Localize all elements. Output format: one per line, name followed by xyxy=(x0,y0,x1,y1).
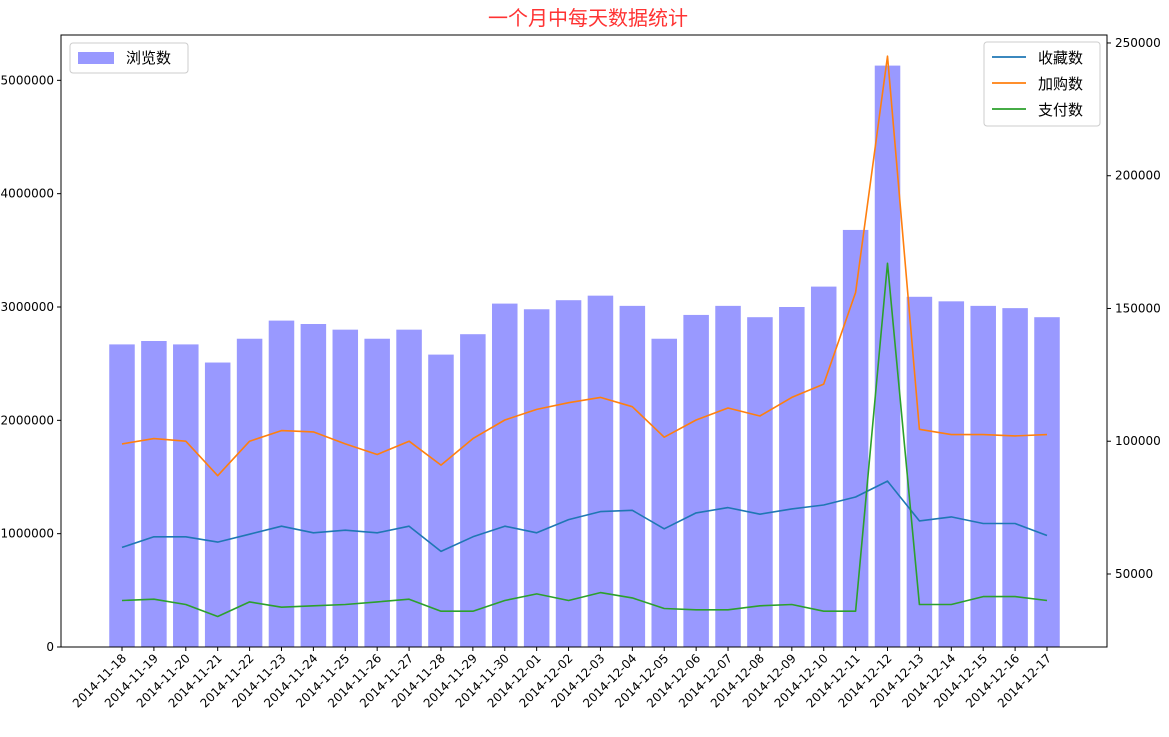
bar-2014-11-29 xyxy=(460,334,486,647)
bar-2014-12-16 xyxy=(1002,308,1028,647)
x-axis: 2014-11-182014-11-192014-11-202014-11-21… xyxy=(70,647,1054,710)
right-tick-label: 100000 xyxy=(1115,434,1161,448)
bar-2014-12-06 xyxy=(683,314,709,647)
bar-2014-11-23 xyxy=(268,320,295,647)
legend-line-label-2: 支付数 xyxy=(1038,101,1083,119)
line-series-2 xyxy=(121,262,1048,618)
right-y-axis: 50000 100000 150000 200000 250000 xyxy=(1107,36,1161,581)
bar-2014-11-26 xyxy=(364,338,390,647)
right-tick-label: 200000 xyxy=(1115,169,1161,183)
left-tick-label: 4000000 xyxy=(1,187,54,201)
bar-2014-12-11 xyxy=(842,229,869,647)
bar-2014-12-07 xyxy=(715,305,741,647)
bar-2014-11-25 xyxy=(332,329,359,647)
bar-2014-11-30 xyxy=(492,303,518,647)
legend-right-box xyxy=(983,41,1101,127)
legend-line-label-0: 收藏数 xyxy=(1038,49,1083,67)
bar-2014-11-27 xyxy=(396,329,422,647)
bar-2014-12-17 xyxy=(1034,317,1060,647)
left-tick-label: 0 xyxy=(46,640,54,654)
bar-2014-12-02 xyxy=(555,300,582,647)
bar-2014-11-19 xyxy=(141,341,167,647)
left-tick-label: 2000000 xyxy=(1,413,54,427)
bar-2014-11-20 xyxy=(173,344,199,647)
bar-2014-12-04 xyxy=(619,305,646,647)
right-tick-label: 150000 xyxy=(1115,301,1161,315)
legend-left-box xyxy=(69,42,189,74)
lines-layer xyxy=(121,55,1048,618)
legend-bars: 浏览数 xyxy=(69,42,189,74)
bars-layer xyxy=(109,65,1060,648)
left-tick-label: 1000000 xyxy=(1,527,54,541)
chart-title: 一个月中每天数据统计 xyxy=(488,6,688,30)
line-series-0 xyxy=(121,480,1048,553)
bar-2014-12-09 xyxy=(779,307,805,647)
plot-frame xyxy=(60,34,1108,648)
legend-line-label-1: 加购数 xyxy=(1038,75,1083,93)
line-series-1 xyxy=(121,55,1048,477)
left-tick-label: 5000000 xyxy=(1,73,54,87)
bar-2014-12-01 xyxy=(523,309,550,647)
bar-2014-12-03 xyxy=(587,295,614,647)
left-tick-label: 3000000 xyxy=(1,300,54,314)
bar-2014-12-15 xyxy=(970,305,996,647)
bar-2014-12-14 xyxy=(938,301,965,647)
bar-2014-11-22 xyxy=(236,338,263,647)
legend-bar-label: 浏览数 xyxy=(126,49,171,67)
bar-2014-11-18 xyxy=(109,344,135,647)
right-tick-label: 50000 xyxy=(1115,567,1153,581)
bar-2014-12-10 xyxy=(810,286,837,647)
legend-bar-swatch xyxy=(78,52,114,64)
left-y-axis: 0 1000000 2000000 3000000 4000000 5000000 xyxy=(1,73,61,654)
bar-2014-11-24 xyxy=(300,324,327,647)
bar-2014-12-13 xyxy=(906,296,933,647)
bar-2014-11-21 xyxy=(204,362,231,647)
bar-2014-12-05 xyxy=(651,338,677,647)
bar-2014-11-28 xyxy=(428,354,454,647)
right-tick-label: 250000 xyxy=(1115,36,1161,50)
bar-2014-12-08 xyxy=(747,317,773,647)
